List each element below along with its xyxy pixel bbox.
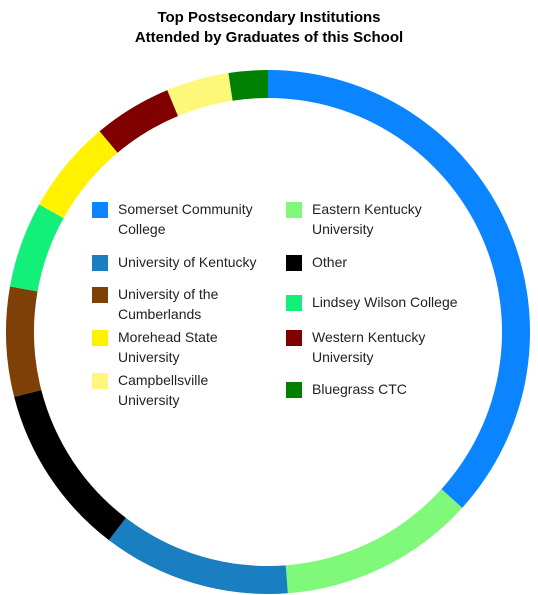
legend-label: Bluegrass CTC — [312, 381, 407, 397]
legend-label: University of Kentucky — [118, 254, 257, 270]
donut-slice-morehead-state-university — [39, 131, 118, 219]
legend-item-somerset: Somerset Community College — [92, 199, 268, 239]
legend-swatch — [286, 330, 302, 346]
donut-slice-university-of-kentucky — [108, 517, 288, 594]
legend-swatch — [286, 202, 302, 218]
donut-slice-campbellsville-university — [167, 73, 233, 116]
legend-item-bluegrass: Bluegrass CTC — [286, 379, 462, 399]
legend-item-uky: University of Kentucky — [92, 252, 268, 272]
donut-slice-eastern-kentucky-university — [285, 489, 463, 594]
chart-title-line-2: Attended by Graduates of this School — [134, 29, 404, 46]
legend-label: Other — [312, 254, 348, 270]
legend-swatch — [92, 330, 108, 346]
donut-slice-lindsey-wilson-college — [9, 204, 64, 292]
legend-swatch — [286, 295, 302, 311]
legend-swatch — [92, 255, 108, 271]
donut-slices — [5, 70, 530, 594]
donut-slice-somerset-community-college — [268, 70, 530, 508]
legend-label: University of the Cumberlands — [118, 286, 219, 322]
donut-slice-bluegrass-ctc — [228, 70, 268, 101]
legend-label: Morehead State University — [118, 329, 218, 365]
legend-label: Lindsey Wilson College — [312, 294, 458, 310]
legend-item-campbellsville: Campbellsville University — [92, 370, 268, 410]
legend-swatch — [286, 255, 302, 271]
legend-swatch — [92, 373, 108, 389]
chart-title: Top Postsecondary Institutions Attended … — [0, 8, 538, 48]
donut-slice-university-of-the-cumberlands — [5, 286, 42, 397]
legend-item-morehead: Morehead State University — [92, 327, 268, 367]
legend-item-wku: Western Kentucky University — [286, 327, 462, 367]
legend-item-eku: Eastern Kentucky University — [286, 199, 462, 239]
donut-slice-other — [14, 389, 126, 541]
legend-swatch — [92, 202, 108, 218]
legend-label: Western Kentucky University — [312, 329, 426, 365]
legend-label: Eastern Kentucky University — [312, 201, 422, 237]
legend-item-other: Other — [286, 252, 462, 272]
legend-item-cumberlands: University of the Cumberlands — [92, 284, 268, 324]
legend-swatch — [286, 382, 302, 398]
legend-item-lindsey-wilson: Lindsey Wilson College — [286, 292, 462, 312]
legend-swatch — [92, 287, 108, 303]
legend-label: Campbellsville University — [118, 372, 209, 408]
legend-label: Somerset Community College — [118, 201, 253, 237]
donut-slice-western-kentucky-university — [99, 90, 179, 153]
chart-title-line-1: Top Postsecondary Institutions — [157, 9, 381, 26]
